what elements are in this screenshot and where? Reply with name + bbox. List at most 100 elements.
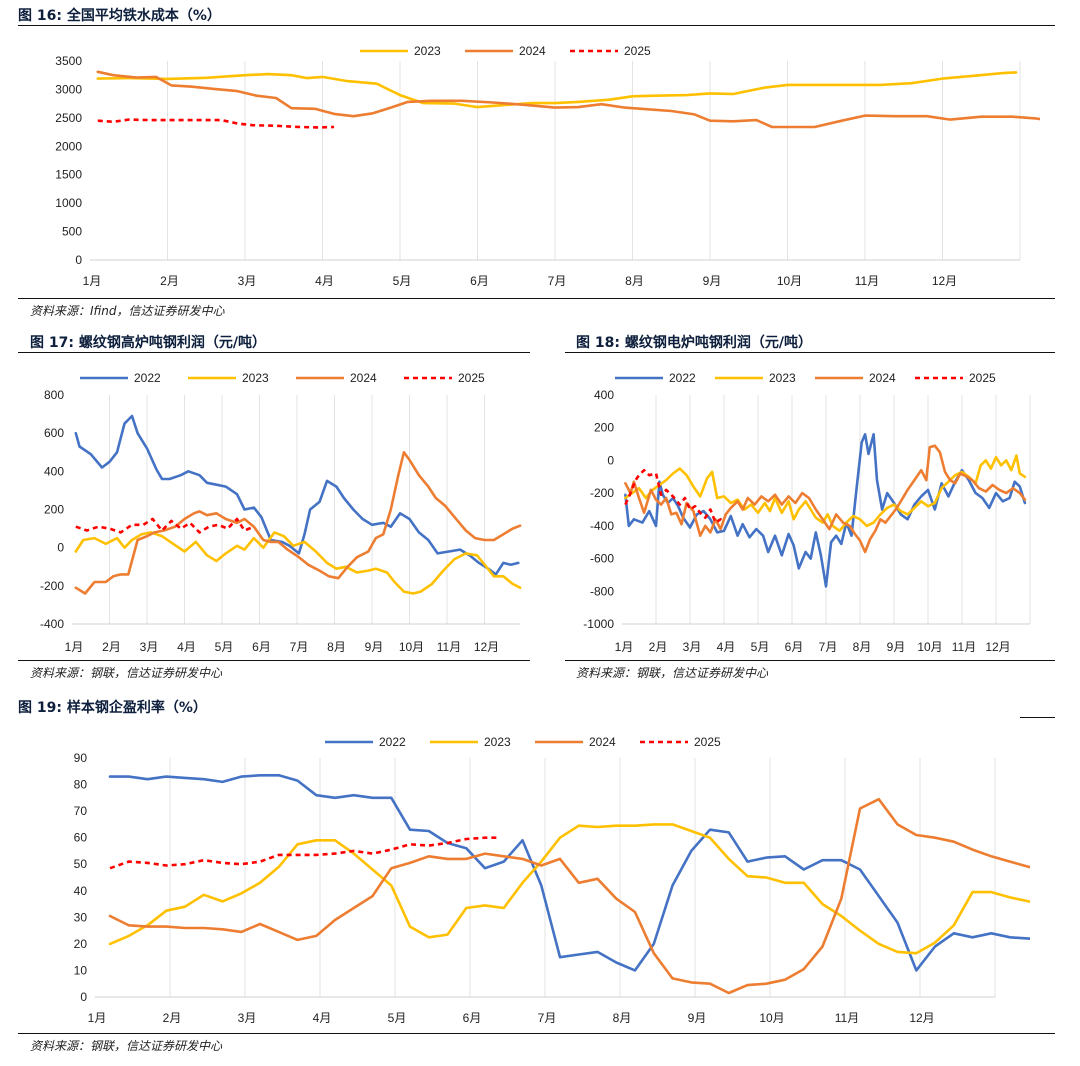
x-tick-label: 3月 <box>140 640 159 654</box>
x-tick-label: 7月 <box>548 274 567 288</box>
x-tick-label: 6月 <box>463 1011 482 1025</box>
x-tick-label: 5月 <box>751 640 770 654</box>
series-line-2025 <box>97 118 335 129</box>
x-tick-label: 11月 <box>835 1011 859 1025</box>
legend-label-2022: 2022 <box>134 371 161 385</box>
legend-label-2023: 2023 <box>414 44 441 58</box>
figure-19-source: 资料来源：钢联，信达证券研发中心 <box>30 1039 223 1053</box>
x-tick-label: 2月 <box>163 1011 182 1025</box>
figure-17-top-rule <box>18 352 530 353</box>
x-tick-label: 12月 <box>909 1011 934 1025</box>
figure-18-title: 图 18: 螺纹钢电炉吨钢利润（元/吨） <box>576 335 812 351</box>
y-tick-label: 3500 <box>55 54 82 68</box>
x-tick-label: 8月 <box>613 1011 632 1025</box>
legend-label-2024: 2024 <box>869 371 896 385</box>
x-tick-label: 3月 <box>238 274 257 288</box>
y-tick-label: 3000 <box>55 82 82 96</box>
x-tick-label: 1月 <box>83 274 102 288</box>
x-tick-label: 5月 <box>388 1011 407 1025</box>
series-line-2024 <box>96 70 1040 129</box>
series-line-2023 <box>74 531 522 595</box>
y-tick-label: 30 <box>74 910 88 924</box>
y-tick-label: 200 <box>44 503 64 517</box>
y-tick-label: 1500 <box>55 168 82 182</box>
legend-label-2025: 2025 <box>694 735 721 749</box>
x-tick-label: 4月 <box>717 640 736 654</box>
y-tick-label: 10 <box>74 963 88 977</box>
figure-18-source: 资料来源：钢联，信达证券研发中心 <box>576 666 769 680</box>
x-tick-label: 11月 <box>952 640 976 654</box>
legend-label-2022: 2022 <box>379 735 406 749</box>
y-tick-label: -400 <box>590 519 614 533</box>
y-tick-label: -200 <box>590 486 614 500</box>
y-tick-label: 70 <box>74 804 88 818</box>
y-tick-label: 500 <box>62 225 82 239</box>
y-tick-label: 200 <box>594 421 614 435</box>
x-tick-label: 11月 <box>855 274 879 288</box>
x-tick-label: 8月 <box>327 640 346 654</box>
y-tick-label: 0 <box>80 990 87 1004</box>
y-tick-label: 90 <box>74 751 88 765</box>
x-tick-label: 1月 <box>88 1011 107 1025</box>
x-tick-label: 5月 <box>393 274 412 288</box>
series-line-2025 <box>109 836 500 870</box>
legend-label-2025: 2025 <box>969 371 996 385</box>
series-line-2022 <box>108 774 1030 972</box>
x-tick-label: 7月 <box>290 640 309 654</box>
y-tick-label: 600 <box>44 426 64 440</box>
y-tick-label: 400 <box>44 464 64 478</box>
y-tick-label: 2000 <box>55 139 82 153</box>
legend-label-2023: 2023 <box>242 371 269 385</box>
x-tick-label: 10月 <box>917 640 942 654</box>
figure-17-title: 图 17: 螺纹钢高炉吨钢利润（元/吨） <box>30 335 266 351</box>
x-tick-label: 8月 <box>625 274 644 288</box>
figure-18-top-rule <box>565 352 1055 353</box>
y-tick-label: 20 <box>74 937 88 951</box>
x-tick-label: 8月 <box>853 640 872 654</box>
series-line-2023 <box>108 823 1030 955</box>
x-tick-label: 7月 <box>538 1011 557 1025</box>
y-tick-label: 800 <box>44 388 64 402</box>
legend-label-2024: 2024 <box>519 44 546 58</box>
y-tick-label: 1000 <box>55 196 82 210</box>
series-line-2024 <box>624 444 1027 554</box>
x-tick-label: 9月 <box>703 274 722 288</box>
x-tick-label: 3月 <box>683 640 702 654</box>
figure-17-bottom-rule <box>18 660 530 661</box>
figure-19-bottom-rule <box>18 1033 1055 1034</box>
x-tick-label: 12月 <box>474 640 499 654</box>
x-tick-label: 10月 <box>777 274 802 288</box>
x-tick-label: 12月 <box>985 640 1010 654</box>
y-tick-label: 0 <box>75 253 82 267</box>
y-tick-label: -600 <box>590 552 614 566</box>
x-tick-label: 5月 <box>215 640 234 654</box>
legend-label-2025: 2025 <box>458 371 485 385</box>
figure-16-top-rule <box>18 25 1055 26</box>
y-tick-label: -1000 <box>583 617 614 631</box>
y-tick-label: 2500 <box>55 111 82 125</box>
x-tick-label: 2月 <box>649 640 668 654</box>
x-tick-label: 1月 <box>615 640 634 654</box>
blast-furnace-profit-chart: -400 -200 0 200 400 600 800 1月 2月 3月 4月 5月 6月 7月 8月 9月 1… <box>40 371 522 654</box>
figure-17-source: 资料来源：钢联，信达证券研发中心 <box>30 666 223 680</box>
steel-profitability-chart: 0 10 20 30 40 50 60 70 80 90 1月 2月 3月 4月 5月 6月 7月 8月 9月 10月… <box>74 735 1030 1025</box>
figure-16-bottom-rule <box>18 298 1055 299</box>
x-tick-label: 4月 <box>313 1011 332 1025</box>
figure-19-top-rule <box>1020 717 1055 718</box>
figure-18-bottom-rule <box>565 660 1055 661</box>
electric-furnace-profit-chart: -1000 -800 -600 -400 -200 0 200 400 1月 2月 3月 4月 5月 6月… <box>583 371 1031 654</box>
series-line-2025 <box>75 517 255 534</box>
legend-label-2024: 2024 <box>589 735 616 749</box>
x-tick-label: 4月 <box>315 274 334 288</box>
x-tick-label: 11月 <box>437 640 461 654</box>
x-tick-label: 1月 <box>65 640 84 654</box>
x-tick-label: 9月 <box>887 640 906 654</box>
x-tick-label: 10月 <box>759 1011 784 1025</box>
y-tick-label: 60 <box>74 831 88 845</box>
x-tick-label: 6月 <box>252 640 271 654</box>
series-line-2024 <box>108 797 1030 995</box>
x-tick-label: 10月 <box>399 640 424 654</box>
y-tick-label: 400 <box>594 388 614 402</box>
series-line-2022 <box>624 433 1027 588</box>
x-tick-label: 7月 <box>819 640 838 654</box>
